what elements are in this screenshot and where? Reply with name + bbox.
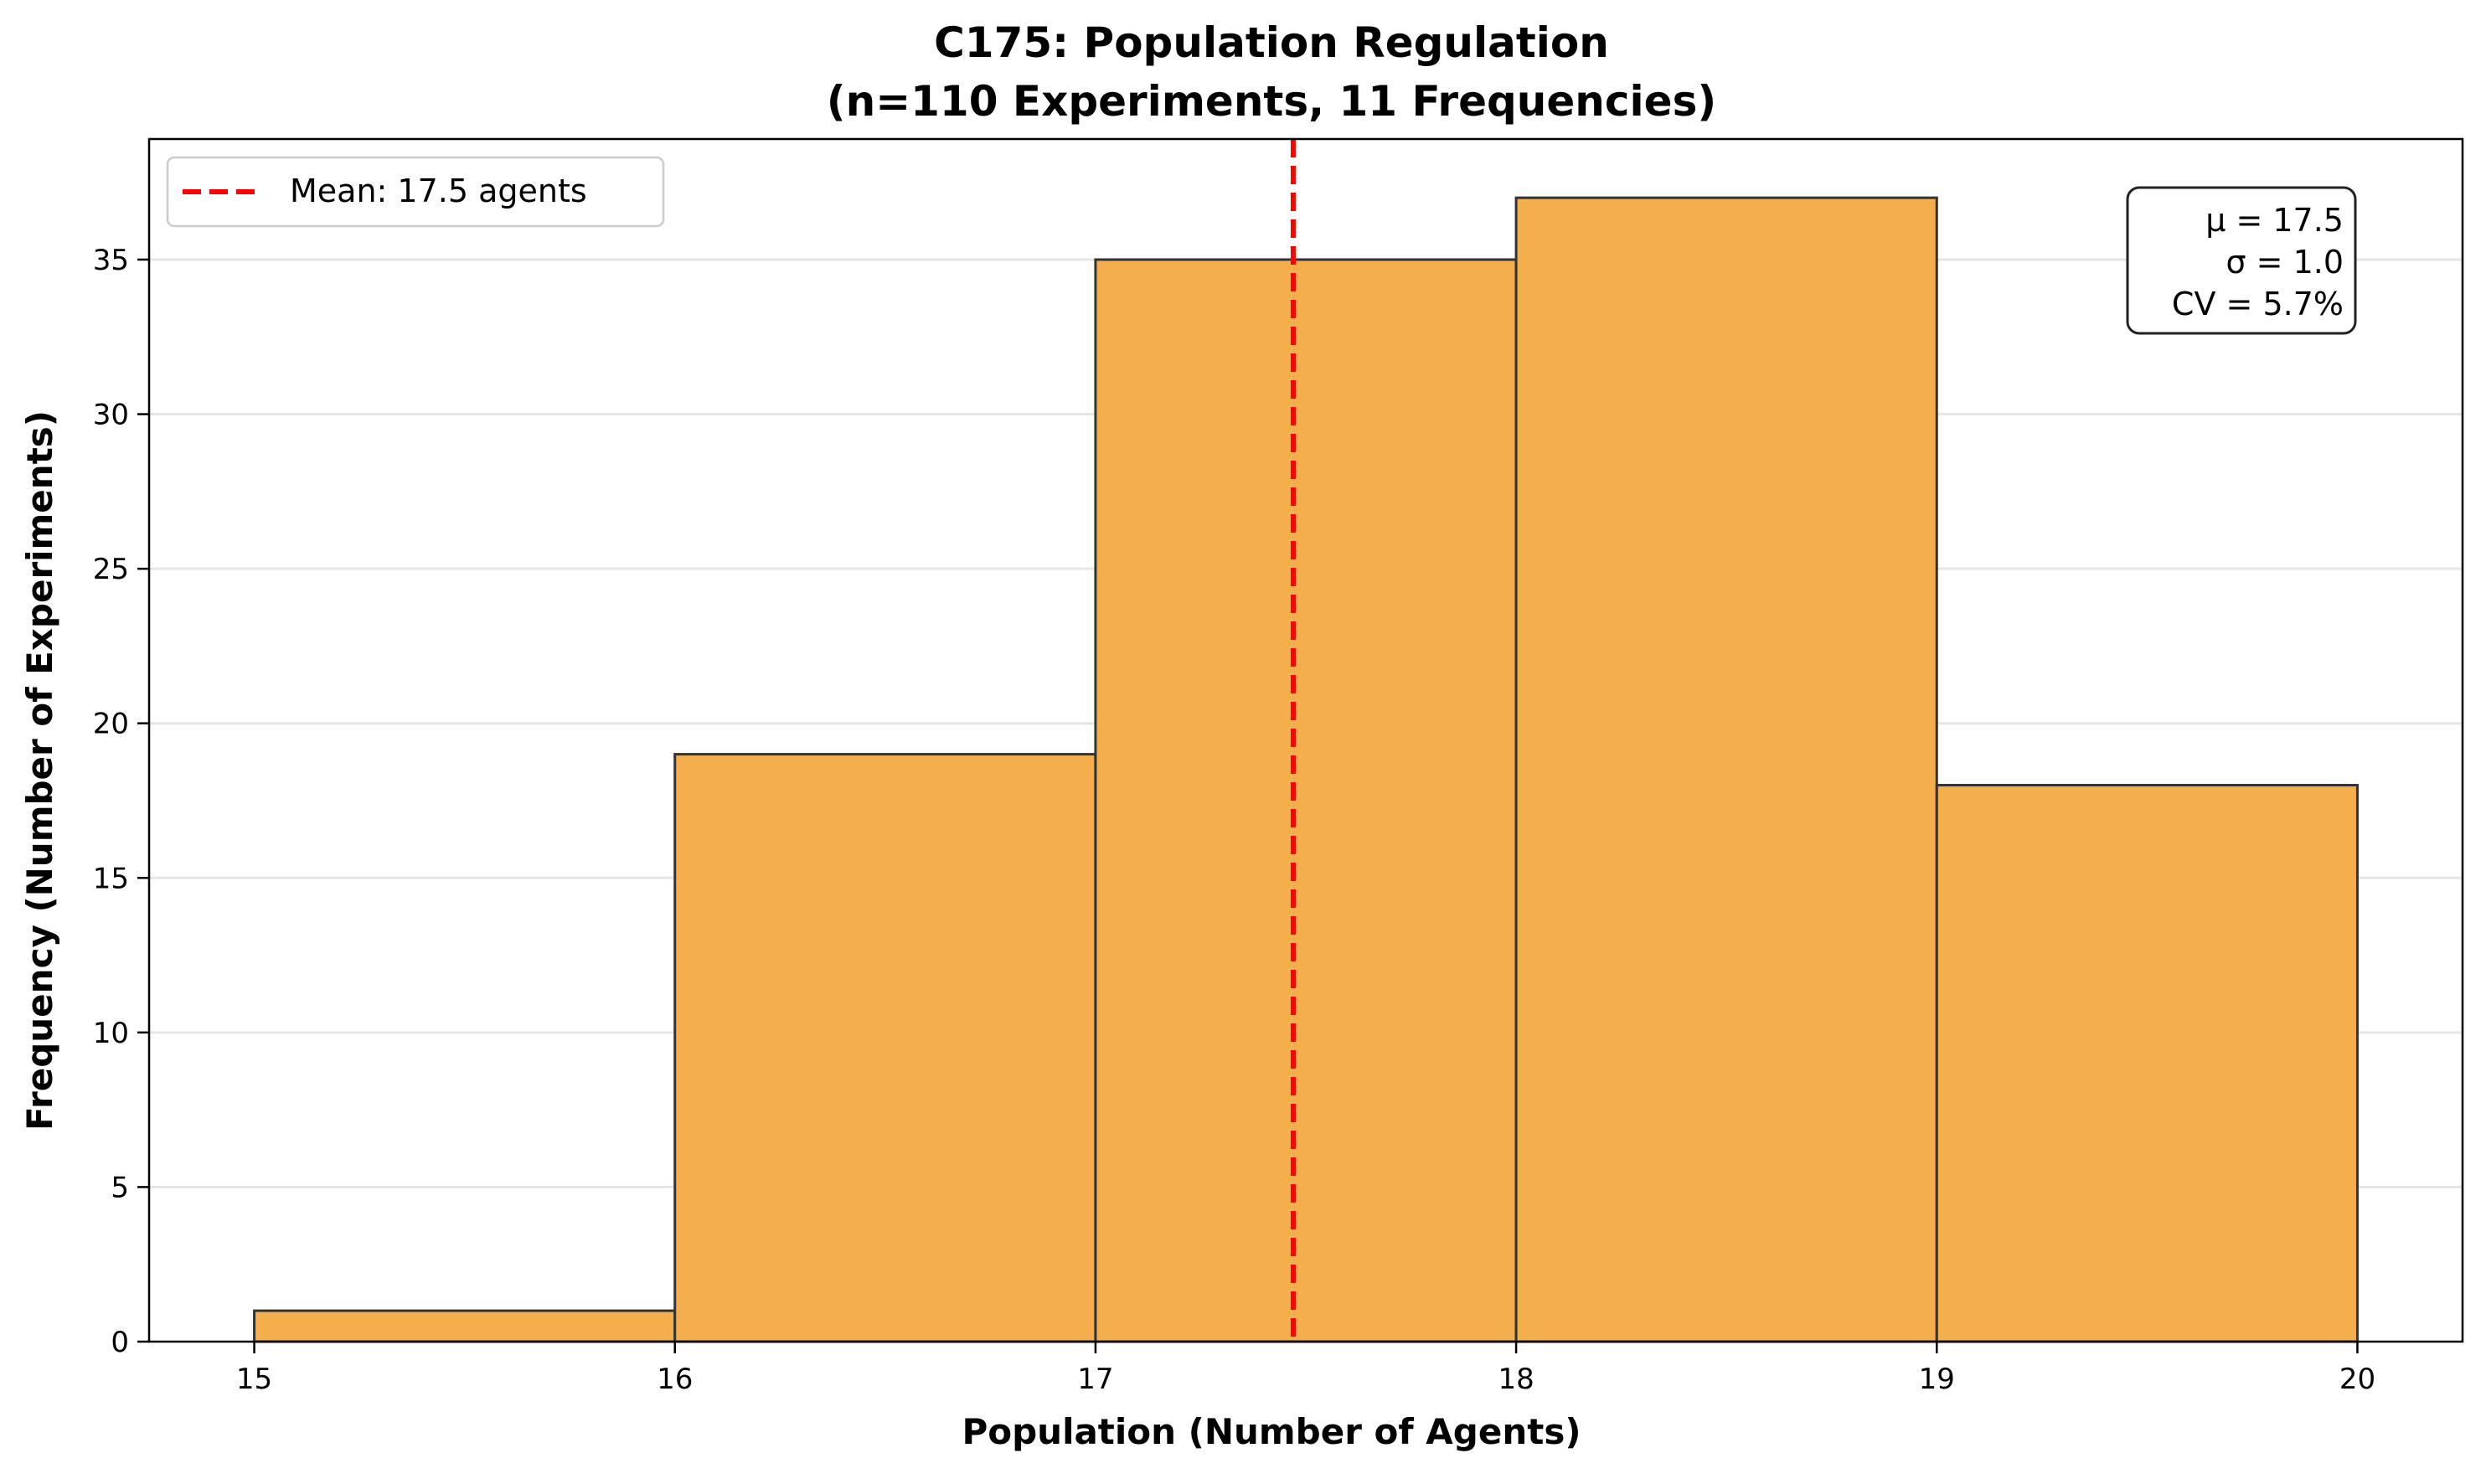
y-tick-label: 30 — [93, 399, 129, 432]
stats-line: σ = 1.0 — [2226, 244, 2344, 281]
stats-line: CV = 5.7% — [2172, 286, 2344, 322]
x-tick-label: 15 — [236, 1363, 272, 1396]
legend-mean-label: Mean: 17.5 agents — [290, 173, 587, 209]
histogram-bar — [1935, 784, 2359, 1343]
chart-title: C175: Population Regulation — [934, 18, 1609, 67]
plot-frame — [147, 137, 2464, 1343]
x-tick-label: 17 — [1077, 1363, 1113, 1396]
y-tick-label: 0 — [111, 1326, 129, 1359]
y-tick-label: 15 — [93, 862, 129, 895]
y-tick-label: 25 — [93, 553, 129, 586]
x-tick-label: 19 — [1919, 1363, 1955, 1396]
chart-subtitle: (n=110 Experiments, 11 Frequencies) — [827, 77, 1716, 126]
x-tick-label: 18 — [1498, 1363, 1534, 1396]
x-tick-label: 20 — [2339, 1363, 2375, 1396]
y-tick-label: 20 — [93, 708, 129, 741]
histogram-bar — [1514, 196, 1938, 1343]
y-tick-label: 10 — [93, 1017, 129, 1050]
legend-box — [166, 156, 665, 228]
x-axis-label: Population (Number of Agents) — [962, 1411, 1581, 1452]
y-axis-label: Frequency (Number of Experiments) — [19, 410, 60, 1131]
histogram-bar — [1094, 258, 1518, 1343]
y-tick-label: 35 — [93, 244, 129, 277]
y-tick-label: 5 — [111, 1171, 129, 1204]
stats-box — [2126, 186, 2357, 335]
stats-line: μ = 17.5 — [2205, 202, 2344, 239]
histogram-bar — [253, 1309, 677, 1343]
histogram-bar — [673, 753, 1097, 1343]
x-tick-label: 16 — [657, 1363, 693, 1396]
